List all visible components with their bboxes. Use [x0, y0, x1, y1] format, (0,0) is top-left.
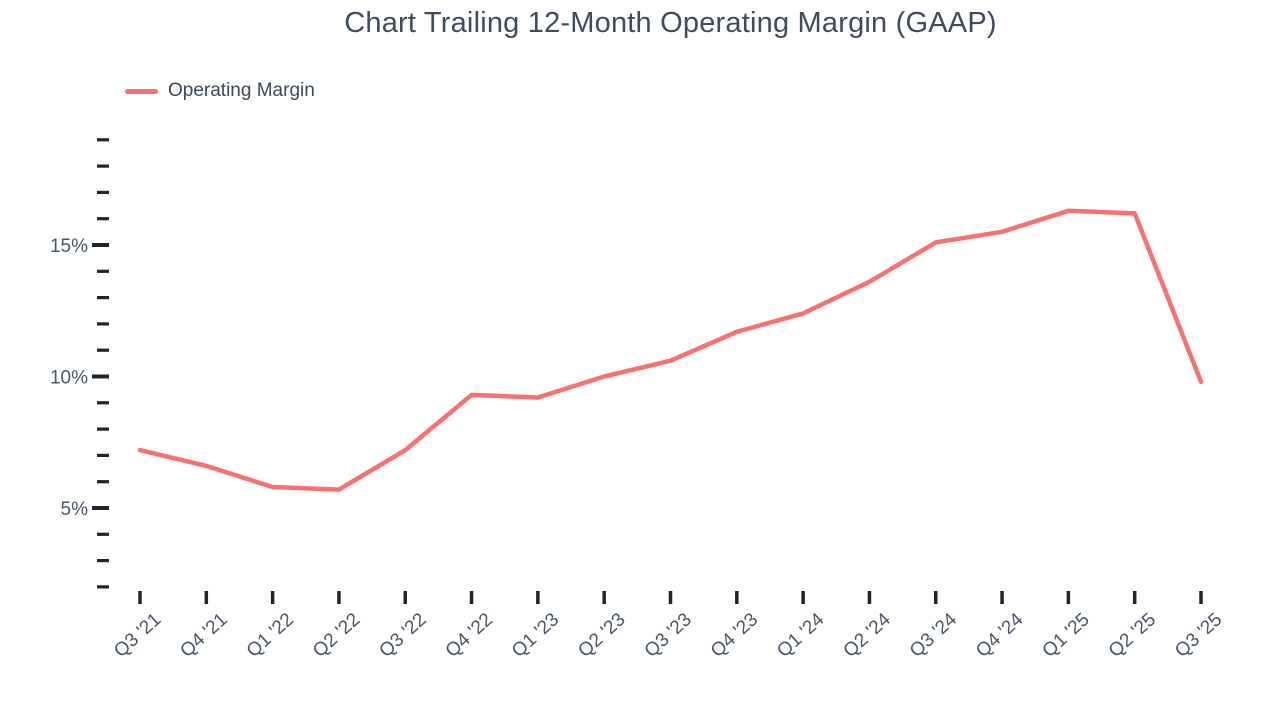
x-axis-tick-label: Q3 '22 — [375, 609, 430, 662]
legend: Operating Margin — [125, 80, 315, 102]
legend-label: Operating Margin — [168, 80, 315, 101]
x-axis-tick-label: Q1 '25 — [1039, 609, 1094, 662]
x-axis-tick-label: Q2 '25 — [1105, 609, 1160, 662]
legend-line-swatch-icon — [125, 88, 158, 94]
series-line-operating-margin — [137, 208, 1204, 492]
x-axis-tick-label: Q3 '23 — [641, 609, 696, 662]
y-axis-tick-label: 10% — [50, 368, 88, 389]
x-axis-tick-label: Q3 '24 — [906, 609, 962, 662]
legend-item-operating-margin[interactable]: Operating Margin — [125, 80, 315, 102]
chart-title: Chart Trailing 12-Month Operating Margin… — [344, 7, 997, 39]
x-axis-tick-label: Q2 '22 — [309, 609, 364, 662]
x-axis-tick-label: Q4 '21 — [176, 609, 231, 662]
x-axis-tick-label: Q2 '24 — [840, 609, 896, 662]
x-axis-tick-label: Q1 '22 — [243, 609, 298, 662]
x-axis-tick-label: Q4 '23 — [707, 609, 762, 662]
x-axis-tick-label: Q1 '24 — [773, 609, 829, 662]
x-axis-tick-label: Q2 '23 — [574, 609, 629, 662]
x-axis-tick-label: Q4 '24 — [972, 609, 1028, 662]
y-axis-tick-label: 5% — [61, 499, 89, 520]
x-axis-tick-label: Q4 '22 — [442, 609, 497, 662]
y-axis-tick-label: 15% — [50, 236, 88, 257]
x-axis-tick-label: Q1 '23 — [508, 609, 563, 662]
x-axis-tick-label: Q3 '25 — [1171, 609, 1226, 662]
x-axis-tick-label: Q3 '21 — [110, 609, 165, 662]
